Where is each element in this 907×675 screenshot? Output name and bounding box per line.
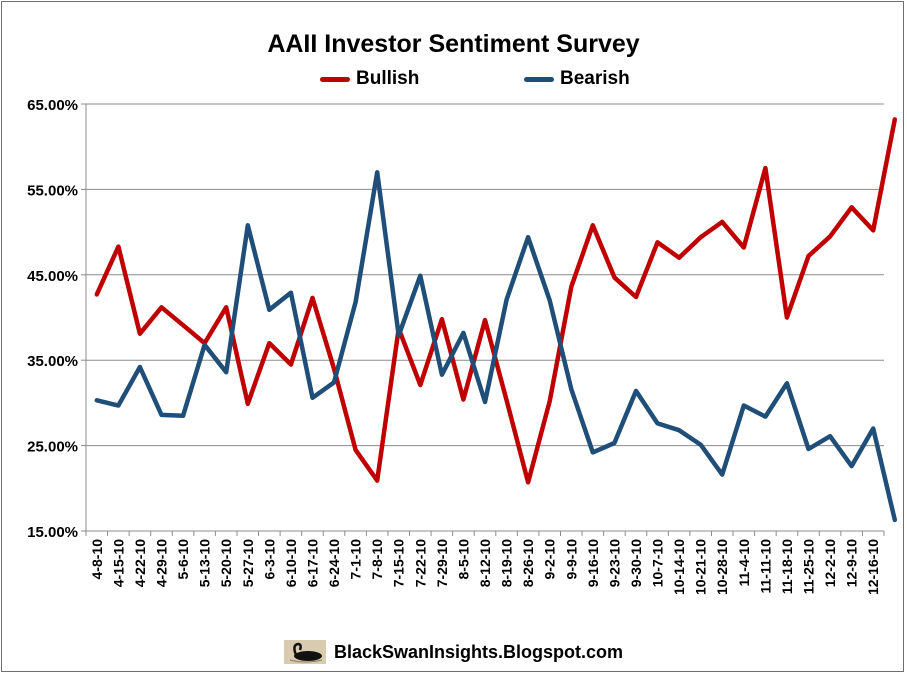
x-tick-label: 6-3-10	[261, 539, 277, 580]
line-chart: 15.00% 25.00% 35.00% 45.00% 55.00% 65.00% 4-8…	[27, 97, 898, 595]
legend-item-bullish: Bullish	[320, 68, 419, 90]
x-tick-label: 12-9-10	[844, 539, 860, 587]
x-tick-label: 10-7-10	[650, 539, 666, 587]
x-tick-label: 5-27-10	[240, 539, 256, 587]
x-tick-label: 10-14-10	[671, 539, 687, 595]
x-tick-label: 7-15-10	[391, 539, 407, 587]
x-tick-label: 8-19-10	[499, 539, 515, 587]
x-tick-label: 4-15-10	[110, 539, 126, 587]
x-tick-label: 4-22-10	[132, 539, 148, 587]
series-lines	[94, 117, 898, 523]
x-tick-label: 11-25-10	[801, 539, 817, 594]
y-tick-label: 25.00%	[27, 439, 78, 456]
x-tick-label: 4-8-10	[89, 539, 105, 580]
x-tick-label: 9-30-10	[628, 539, 644, 587]
x-tick-label: 11-4-10	[736, 539, 752, 587]
x-tick-label: 8-26-10	[520, 539, 536, 587]
y-tick-label: 15.00%	[27, 524, 78, 541]
x-tick-label: 6-10-10	[283, 539, 299, 587]
y-tick-label: 65.00%	[27, 97, 78, 114]
x-tick-label: 11-11-10	[757, 539, 773, 594]
x-axis: 4-8-10 4-15-10 4-22-10 4-29-10 5-6-10 5-13-10…	[85, 530, 885, 595]
y-tick-label: 55.00%	[27, 182, 78, 199]
x-tick-label: 6-24-10	[326, 539, 342, 587]
x-tick-label: 5-20-10	[218, 539, 234, 587]
x-tick-label: 11-18-10	[779, 539, 795, 594]
x-tick-label: 10-21-10	[693, 539, 709, 595]
y-tick-label: 35.00%	[27, 353, 78, 370]
legend-label-bearish: Bearish	[560, 68, 630, 89]
x-tick-label: 12-2-10	[822, 539, 838, 587]
x-tick-label: 9-2-10	[542, 539, 558, 580]
x-tick-label: 8-12-10	[477, 539, 493, 587]
legend-swatch-bullish	[320, 76, 350, 82]
x-tick-label: 9-23-10	[606, 539, 622, 587]
x-tick-label: 7-8-10	[369, 539, 385, 580]
legend-item-bearish: Bearish	[524, 68, 630, 90]
x-tick-label: 9-9-10	[563, 539, 579, 580]
chart-legend: Bullish Bearish	[0, 68, 907, 92]
series-line-bearish	[94, 170, 898, 523]
x-tick-label: 10-28-10	[714, 539, 730, 595]
x-tick-label: 6-17-10	[304, 539, 320, 587]
chart-title: AAII Investor Sentiment Survey	[267, 30, 640, 58]
legend-swatch-bearish	[524, 76, 554, 82]
x-tick-label: 7-29-10	[434, 539, 450, 587]
y-tick-label: 45.00%	[27, 268, 78, 285]
x-tick-label: 4-29-10	[153, 539, 169, 587]
x-tick-label: 9-16-10	[585, 539, 601, 587]
x-tick-label: 12-16-10	[865, 539, 881, 595]
x-tick-label: 8-5-10	[455, 539, 471, 580]
y-axis: 15.00% 25.00% 35.00% 45.00% 55.00% 65.00%	[27, 97, 87, 541]
black-swan-logo-icon	[283, 640, 326, 664]
x-tick-label: 5-13-10	[197, 539, 213, 587]
footer-text: BlackSwanInsights.Blogspot.com	[333, 641, 624, 662]
x-tick-label: 7-1-10	[348, 539, 364, 580]
x-tick-label: 7-22-10	[412, 539, 428, 587]
x-tick-label: 5-6-10	[175, 539, 191, 580]
footer: BlackSwanInsights.Blogspot.com	[0, 640, 907, 664]
series-line-bullish	[94, 117, 898, 485]
legend-label-bullish: Bullish	[356, 68, 420, 89]
